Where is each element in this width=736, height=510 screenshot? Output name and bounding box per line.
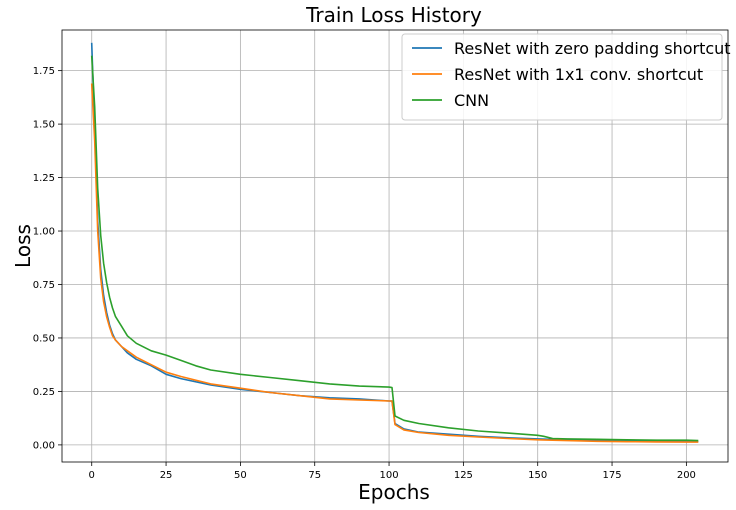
legend-label-1: ResNet with zero padding shortcut [454, 39, 731, 58]
series-line-2 [90, 83, 699, 443]
x-tick-label: 75 [308, 470, 321, 481]
plot-frame [61, 29, 729, 463]
x-tick-label: 150 [528, 470, 547, 481]
y-tick-label: 0.75 [33, 280, 55, 291]
x-tick-label: 125 [454, 470, 473, 481]
legend: ResNet with zero padding shortcut ResNet … [401, 33, 731, 121]
y-axis-label: Loss [11, 224, 35, 268]
y-tick-label: 1.25 [33, 173, 55, 184]
y-tick-label: 0.50 [33, 333, 55, 344]
y-tick-label: 1.00 [33, 227, 55, 238]
x-tick-label: 25 [160, 470, 173, 481]
y-axis: 0.00 0.25 0.50 0.75 1.00 1.25 1.50 1.75 [33, 66, 62, 451]
series-layer [90, 42, 699, 443]
y-tick-label: 1.50 [33, 120, 55, 131]
x-axis-label: Epochs [358, 480, 430, 504]
legend-label-3: CNN [454, 91, 489, 110]
x-tick-label: 200 [677, 470, 696, 481]
x-tick-label: 0 [89, 470, 95, 481]
x-tick-label: 175 [602, 470, 621, 481]
y-tick-label: 0.25 [33, 387, 55, 398]
series-line-3 [90, 55, 699, 442]
y-tick-label: 1.75 [33, 66, 55, 77]
x-tick-label: 50 [234, 470, 247, 481]
legend-label-2: ResNet with 1x1 conv. shortcut [454, 65, 703, 84]
legend-box [401, 33, 723, 121]
chart-title: Train Loss History [305, 3, 482, 27]
x-axis: 0 25 50 75 100 125 150 175 200 [89, 462, 696, 481]
y-tick-label: 0.00 [33, 440, 55, 451]
x-tick-label: 100 [380, 470, 399, 481]
